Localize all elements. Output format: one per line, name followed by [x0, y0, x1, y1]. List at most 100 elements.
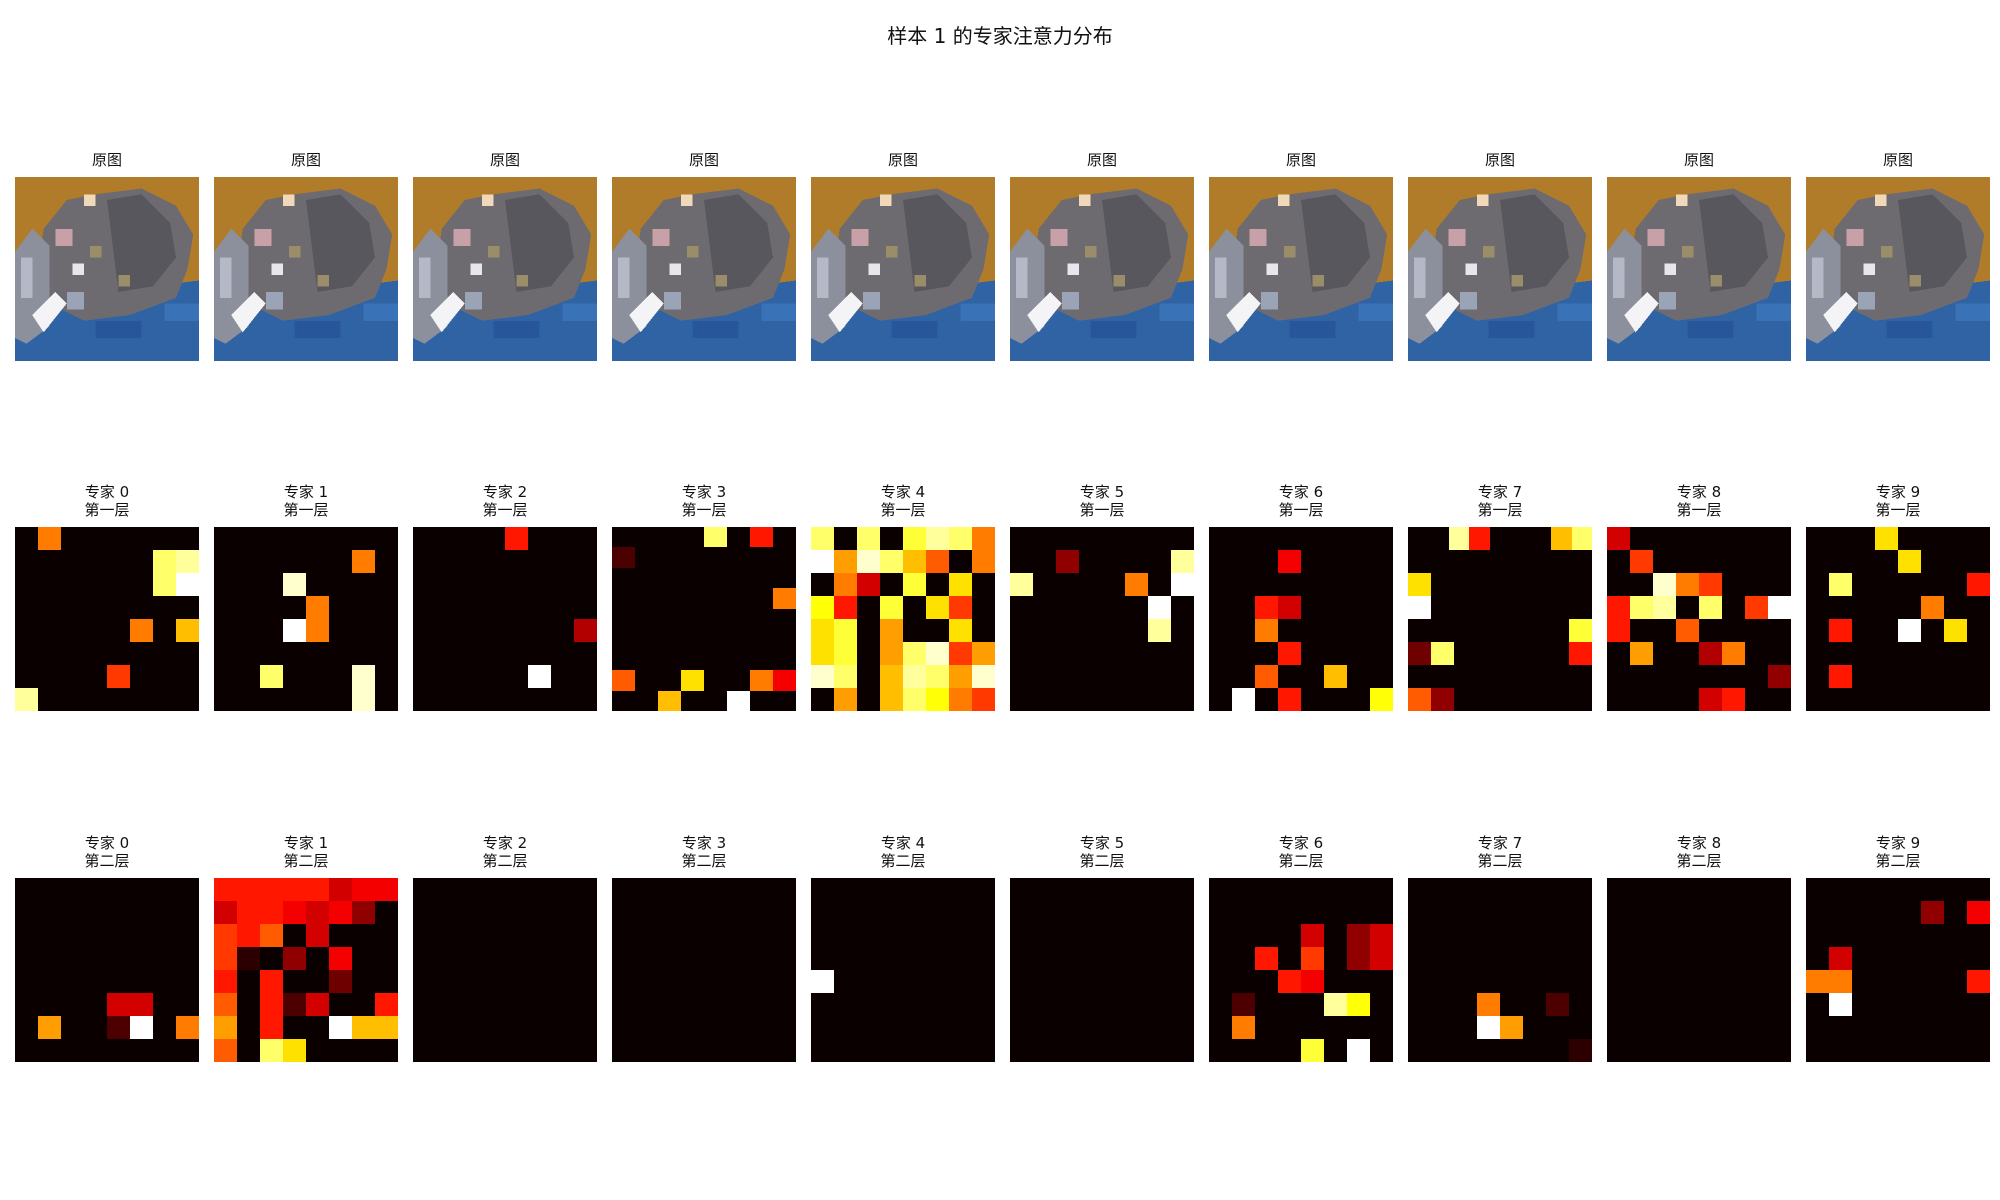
heatmap-cell — [1278, 1016, 1301, 1039]
heatmap-cell — [459, 1016, 482, 1039]
heatmap-cell — [1324, 642, 1347, 665]
heatmap-cell — [1653, 878, 1676, 901]
heatmap-cell — [834, 878, 857, 901]
panel-subtitle: 第一层 — [1477, 501, 1523, 519]
heatmap-cell — [1171, 993, 1194, 1016]
heatmap-cell — [1676, 1016, 1699, 1039]
heatmap-cell — [375, 1016, 398, 1039]
heatmap-cell — [727, 993, 750, 1016]
heatmap-cell — [1699, 947, 1722, 970]
heatmap-cell — [1408, 924, 1431, 947]
heatmap-cell — [107, 1016, 130, 1039]
heatmap-cell — [352, 947, 375, 970]
heatmap-cell — [1607, 550, 1630, 573]
heatmap-cell — [1232, 665, 1255, 688]
heatmap-cell — [237, 688, 260, 711]
heatmap-cell — [1898, 901, 1921, 924]
heatmap-cell — [750, 588, 773, 609]
heatmap-cell — [1630, 1016, 1653, 1039]
heatmap-cell — [1630, 1039, 1653, 1062]
heatmap-cell — [1232, 924, 1255, 947]
heatmap-cell — [1676, 993, 1699, 1016]
heatmap-cell — [329, 527, 352, 550]
heatmap-cell — [880, 1016, 903, 1039]
heatmap-cell — [153, 947, 176, 970]
heatmap-cell — [482, 619, 505, 642]
heatmap-cell — [1209, 642, 1232, 665]
heatmap-cell — [612, 568, 635, 588]
heatmap-cell — [750, 670, 773, 691]
heatmap-cell — [1148, 1016, 1171, 1039]
heatmap-cell — [1944, 993, 1967, 1016]
heatmap-cell — [1676, 688, 1699, 711]
heatmap-cell — [1209, 947, 1232, 970]
heatmap-cell — [1171, 878, 1194, 901]
heatmap-cell — [482, 993, 505, 1016]
heatmap-cell — [283, 1016, 306, 1039]
heatmap-cell — [1370, 1039, 1393, 1062]
heatmap-cell — [1500, 901, 1523, 924]
heatmap-cell — [1347, 993, 1370, 1016]
heatmap-cell — [658, 588, 681, 609]
heatmap-cell — [1301, 947, 1324, 970]
heatmap-cell — [773, 1039, 796, 1062]
panel-title: 专家 1 — [283, 834, 329, 852]
heatmap-cell — [1431, 688, 1454, 711]
heatmap-cell — [15, 573, 38, 596]
heatmap-cell — [972, 665, 995, 688]
panel-subtitle: 第二层 — [283, 852, 329, 870]
heatmap-cell — [1676, 924, 1699, 947]
heatmap-cell — [574, 947, 597, 970]
heatmap-cell — [1875, 665, 1898, 688]
heatmap-cell — [38, 550, 61, 573]
heatmap-cell — [811, 947, 834, 970]
heatmap-cell — [1768, 993, 1791, 1016]
heatmap-cell — [1278, 665, 1301, 688]
heatmap-cell — [153, 619, 176, 642]
heatmap-cell — [1232, 527, 1255, 550]
heatmap-cell — [482, 901, 505, 924]
heatmap-cell — [658, 629, 681, 650]
heatmap-cell — [1653, 527, 1676, 550]
heatmap-cell — [237, 573, 260, 596]
heatmap-cell — [612, 947, 635, 970]
heatmap-cell — [1500, 642, 1523, 665]
heatmap-cell — [352, 688, 375, 711]
heatmap-cell — [1209, 527, 1232, 550]
panel-title: 原图 — [1285, 151, 1316, 169]
heatmap-cell — [1056, 970, 1079, 993]
heatmap-cell — [1653, 619, 1676, 642]
heatmap-cell — [1500, 947, 1523, 970]
heatmap-cell — [704, 650, 727, 670]
heatmap-cell — [1653, 688, 1676, 711]
heatmap-cell — [153, 573, 176, 596]
heatmap-cell — [130, 642, 153, 665]
heatmap-cell — [834, 550, 857, 573]
heatmap-cell — [214, 665, 237, 688]
heatmap-cell — [1033, 947, 1056, 970]
heatmap-cell — [176, 878, 199, 901]
heatmap-cell — [1546, 596, 1569, 619]
heatmap-cell — [1722, 947, 1745, 970]
heatmap-cell — [1967, 527, 1990, 550]
heatmap-cell — [528, 947, 551, 970]
heatmap-cell — [1676, 573, 1699, 596]
heatmap-cell — [574, 665, 597, 688]
heatmap-cell — [306, 1039, 329, 1062]
heatmap-cell — [1408, 573, 1431, 596]
heatmap-cell — [413, 527, 436, 550]
heatmap-cell — [61, 596, 84, 619]
heatmap-cell — [1477, 642, 1500, 665]
heatmap-cell — [413, 642, 436, 665]
heatmap-cell — [1653, 1039, 1676, 1062]
heatmap-cell — [635, 527, 658, 547]
heatmap-cell — [1278, 642, 1301, 665]
heatmap-cell — [1607, 993, 1630, 1016]
heatmap-cell — [482, 688, 505, 711]
heatmap-cell — [750, 924, 773, 947]
heatmap-cell — [1967, 924, 1990, 947]
layer2-expert-3-panel: 专家 3 第二层 — [612, 834, 796, 1062]
heatmap-cell — [1171, 1039, 1194, 1062]
heatmap-cell — [413, 924, 436, 947]
heatmap-cell — [949, 642, 972, 665]
